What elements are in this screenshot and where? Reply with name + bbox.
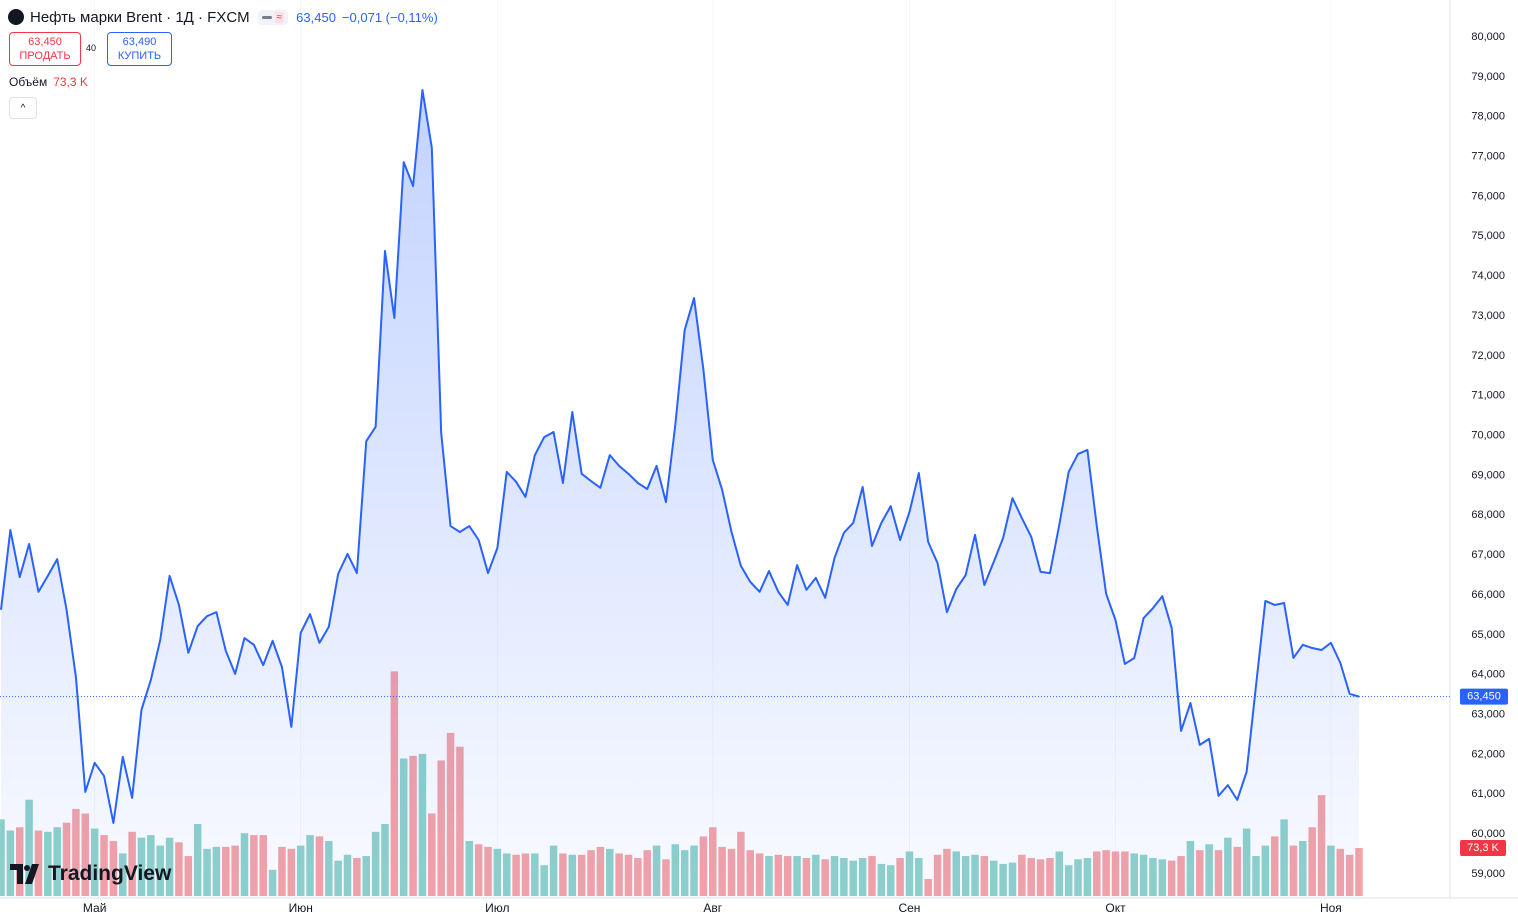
y-tick-label: 70,000: [1471, 429, 1505, 441]
y-tick-label: 61,000: [1471, 788, 1505, 800]
symbol-icon: [8, 9, 24, 25]
last-price-badge: [1460, 688, 1508, 705]
y-tick-label: 74,000: [1471, 270, 1505, 282]
x-tick-label: Май: [83, 901, 107, 915]
legend-header: Нефть марки Brent · 1Д · FXCM ≈ 63,450 −…: [8, 6, 444, 28]
x-tick-label: Авг: [703, 901, 722, 915]
price-area: [1, 90, 1359, 898]
last-price-label: 63,450: [1467, 691, 1501, 703]
volume-name: Объём: [9, 75, 48, 89]
y-tick-label: 79,000: [1471, 71, 1505, 83]
x-tick-label: Ноя: [1320, 901, 1342, 915]
x-tick-label: Сен: [898, 901, 920, 915]
volume-value: 73,3 K: [53, 75, 88, 89]
y-tick-label: 71,000: [1471, 390, 1505, 402]
y-tick-label: 64,000: [1471, 669, 1505, 681]
price-line: [0, 89, 1360, 824]
y-tick-label: 80,000: [1471, 31, 1505, 43]
symbol-title: Нефть марки Brent · 1Д · FXCM: [30, 8, 250, 26]
y-tick-label: 76,000: [1471, 190, 1505, 202]
price-change: −0,071 (−0,11%): [341, 9, 438, 25]
sell-price: 63,450: [28, 36, 62, 48]
status-pill: ≈: [257, 9, 289, 25]
y-tick-label: 75,000: [1471, 230, 1505, 242]
brand-logo: TradingView: [10, 862, 171, 886]
spread: 40: [86, 43, 97, 53]
last-price: 63,450: [296, 9, 336, 25]
buy-price: 63,490: [122, 36, 157, 48]
volume-legend: Объём 73,3 K: [9, 75, 88, 89]
y-tick-label: 65,000: [1471, 629, 1505, 641]
y-tick-label: 66,000: [1471, 589, 1505, 601]
buy-button[interactable]: 63,490 КУПИТЬ: [107, 32, 172, 66]
y-tick-label: 68,000: [1471, 509, 1505, 521]
y-tick-label: 60,000: [1471, 828, 1505, 840]
y-tick-label: 63,000: [1471, 708, 1505, 720]
y-tick-label: 78,000: [1471, 111, 1505, 123]
collapse-button[interactable]: ^: [9, 97, 37, 119]
y-tick-label: 72,000: [1471, 350, 1505, 362]
sell-button[interactable]: 63,450 ПРОДАТЬ: [9, 32, 81, 66]
x-tick-label: Июл: [485, 901, 509, 915]
y-tick-label: 67,000: [1471, 549, 1505, 561]
buy-label: КУПИТЬ: [117, 50, 162, 62]
y-tick-label: 69,000: [1471, 469, 1505, 481]
y-tick-label: 73,000: [1471, 310, 1505, 322]
sell-label: ПРОДАТЬ: [19, 50, 71, 62]
y-tick-label: 77,000: [1471, 150, 1505, 162]
volume-badge: [1460, 840, 1506, 856]
x-tick-label: Июн: [289, 901, 313, 915]
volume-badge-label: 73,3 K: [1467, 842, 1499, 854]
brand-icon: [10, 864, 39, 884]
x-tick-label: Окт: [1105, 901, 1126, 915]
brand-text: TradingView: [48, 862, 172, 885]
y-tick-label: 59,000: [1471, 868, 1505, 880]
y-tick-label: 62,000: [1471, 748, 1505, 760]
